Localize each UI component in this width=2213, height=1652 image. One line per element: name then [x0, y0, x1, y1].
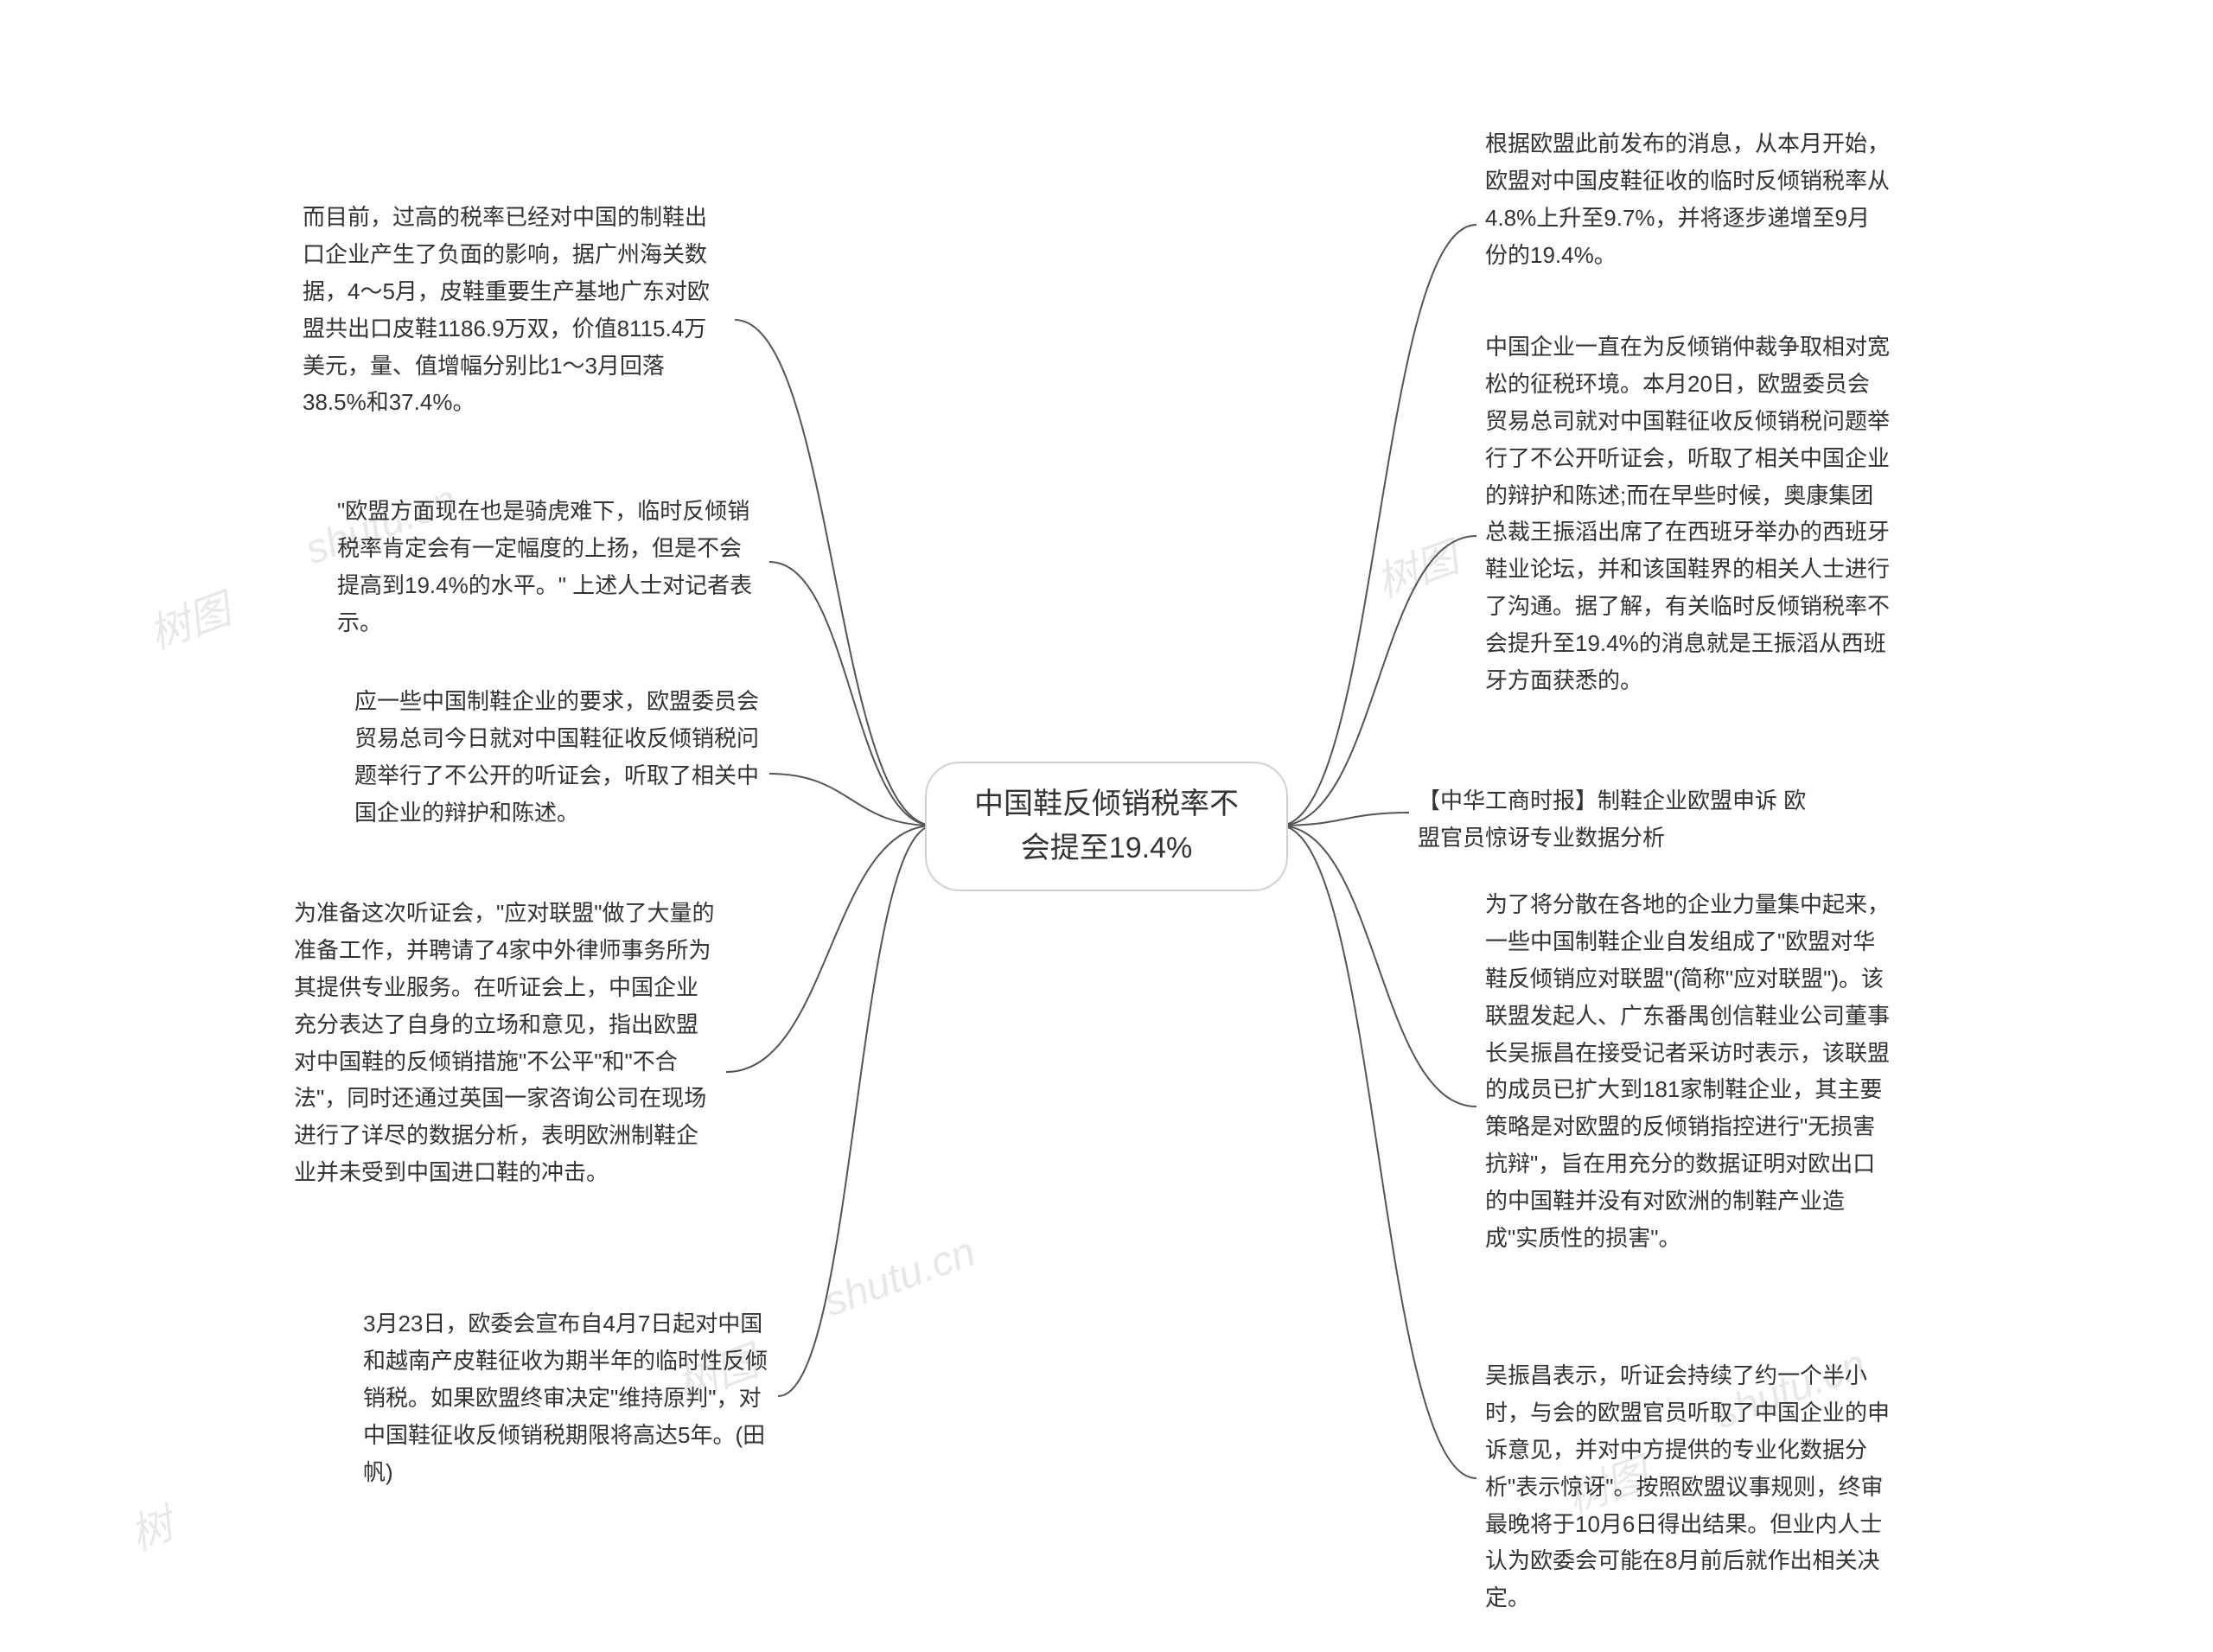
watermark: 树图 [1367, 524, 1465, 609]
branch-node: 为了将分散在各地的企业力量集中起来，一些中国制鞋企业自发组成了"欧盟对华鞋反倾销… [1485, 886, 1891, 1257]
branch-text: 【中华工商时报】制鞋企业欧盟申诉 欧盟官员惊讶专业数据分析 [1418, 788, 1806, 851]
branch-text: 中国企业一直在为反倾销仲裁争取相对宽松的征税环境。本月20日，欧盟委员会贸易总司… [1485, 334, 1890, 693]
watermark: 树 [120, 1490, 180, 1561]
connector [1279, 826, 1476, 1478]
branch-text: 3月23日，欧委会宣布自4月7日起对中国和越南产皮鞋征收为期半年的临时性反倾销税… [363, 1311, 768, 1485]
branch-node: 根据欧盟此前发布的消息，从本月开始，欧盟对中国皮鞋征收的临时反倾销税率从4.8%… [1485, 125, 1891, 274]
connector [1279, 225, 1476, 826]
connector [735, 320, 934, 826]
branch-text: 应一些中国制鞋企业的要求，欧盟委员会贸易总司今日就对中国鞋征收反倾销税问题举行了… [354, 688, 759, 826]
branch-node: 【中华工商时报】制鞋企业欧盟申诉 欧盟官员惊讶专业数据分析 [1418, 782, 1824, 857]
branch-node: "欧盟方面现在也是骑虎难下，临时反倾销税率肯定会有一定幅度的上扬，但是不会提高到… [337, 493, 761, 641]
watermark: 树图 [139, 576, 238, 661]
branch-node: 为准备这次听证会，"应对联盟"做了大量的准备工作，并聘请了4家中外律师事务所为其… [294, 895, 717, 1191]
center-topic: 中国鞋反倾销税率不会提至19.4% [925, 762, 1288, 891]
branch-text: "欧盟方面现在也是骑虎难下，临时反倾销税率肯定会有一定幅度的上扬，但是不会提高到… [337, 498, 752, 635]
connector [1279, 813, 1409, 826]
branch-text: 为了将分散在各地的企业力量集中起来，一些中国制鞋企业自发组成了"欧盟对华鞋反倾销… [1485, 891, 1890, 1251]
watermark: shutu.cn [818, 1228, 981, 1327]
branch-node: 3月23日，欧委会宣布自4月7日起对中国和越南产皮鞋征收为期半年的临时性反倾销税… [363, 1305, 769, 1490]
branch-text: 而目前，过高的税率已经对中国的制鞋出口企业产生了负面的影响，据广州海关数据，4～… [303, 204, 710, 415]
branch-node: 中国企业一直在为反倾销仲裁争取相对宽松的征税环境。本月20日，欧盟委员会贸易总司… [1485, 328, 1891, 699]
branch-text: 为准备这次听证会，"应对联盟"做了大量的准备工作，并聘请了4家中外律师事务所为其… [294, 900, 714, 1185]
branch-text: 根据欧盟此前发布的消息，从本月开始，欧盟对中国皮鞋征收的临时反倾销税率从4.8%… [1485, 131, 1890, 268]
branch-node: 而目前，过高的税率已经对中国的制鞋出口企业产生了负面的影响，据广州海关数据，4～… [303, 199, 726, 421]
connector [1279, 826, 1476, 1107]
center-title-text: 中国鞋反倾销税率不会提至19.4% [974, 788, 1239, 864]
connector [769, 562, 934, 826]
connector [778, 826, 934, 1396]
branch-text: 吴振昌表示，听证会持续了约一个半小时，与会的欧盟官员听取了中国企业的申诉意见，并… [1485, 1362, 1890, 1611]
connector [769, 774, 934, 826]
branch-node: 吴振昌表示，听证会持续了约一个半小时，与会的欧盟官员听取了中国企业的申诉意见，并… [1485, 1357, 1891, 1617]
connector [726, 826, 934, 1072]
branch-node: 应一些中国制鞋企业的要求，欧盟委员会贸易总司今日就对中国鞋征收反倾销税问题举行了… [354, 683, 761, 832]
